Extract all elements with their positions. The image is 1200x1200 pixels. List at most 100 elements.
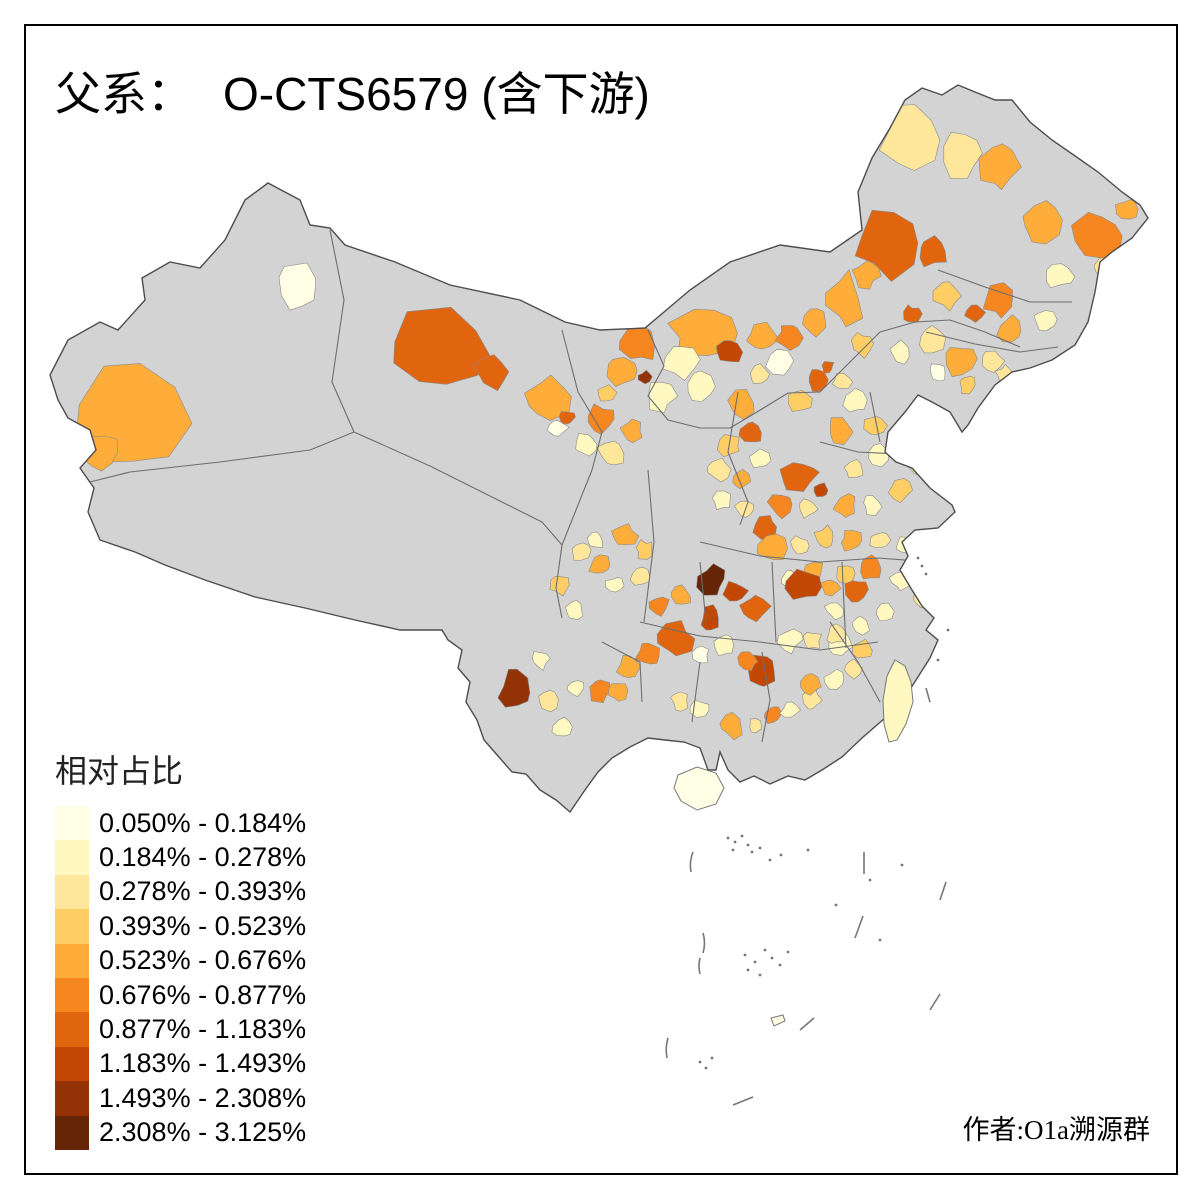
islet-dot [698, 1060, 702, 1064]
prefecture-region [774, 325, 804, 351]
prefecture-region [842, 387, 868, 413]
islet-dot [770, 956, 774, 960]
prefecture-region [943, 131, 983, 179]
islet-dot [936, 658, 940, 662]
islet-dot [726, 836, 730, 840]
prefecture-region [597, 384, 618, 402]
islet-dot [746, 968, 750, 972]
prefecture-region [784, 568, 823, 600]
islet-dot [743, 953, 747, 957]
prefecture-region [823, 668, 845, 690]
islet-dot [900, 863, 904, 867]
mainland-outline [49, 84, 1149, 814]
islet-dot [924, 572, 928, 576]
prefecture-region [707, 457, 732, 483]
prefecture-region [820, 579, 842, 597]
islet-dot [758, 846, 762, 850]
prefecture-region [558, 411, 576, 425]
prefecture-region [854, 209, 919, 282]
figure-frame [24, 24, 1178, 1175]
taiwan-island [882, 659, 914, 743]
prefecture-region [802, 632, 823, 649]
legend-label: 2.308% - 3.125% [99, 1117, 307, 1148]
prefecture-region [716, 434, 740, 458]
prefecture-region [790, 535, 810, 555]
legend-row: 0.523% - 0.676% [55, 943, 307, 978]
prefecture-region [670, 584, 691, 605]
prefecture-region [662, 346, 701, 382]
legend-swatch [55, 874, 89, 910]
prefecture-region [589, 679, 611, 704]
prefecture-region [733, 500, 755, 518]
prefecture-region [799, 673, 822, 696]
prefecture-region [887, 477, 913, 504]
legend-swatch [55, 840, 89, 875]
prefecture-region [711, 490, 732, 511]
prefecture-region [587, 403, 615, 435]
legend-swatch [55, 806, 89, 841]
legend-swatch [55, 909, 89, 944]
islet-dot [778, 963, 782, 967]
prefecture-region [843, 458, 864, 479]
prefecture-region [765, 349, 795, 376]
islet-dot [920, 564, 924, 568]
prefecture-region [802, 308, 827, 338]
prefecture-region [656, 620, 696, 657]
prefecture-region [586, 531, 604, 549]
legend-row: 1.493% - 2.308% [55, 1081, 307, 1116]
small-island [770, 1014, 786, 1027]
prefecture-region [618, 323, 656, 361]
legend-swatch [55, 1012, 89, 1047]
prefecture-region [393, 306, 491, 385]
prefecture-region [779, 462, 820, 492]
map-title-prefix: 父系： [55, 69, 193, 120]
prefecture-region [737, 651, 759, 672]
prefecture-region [637, 369, 653, 385]
legend-row: 0.050% - 0.184% [55, 806, 306, 841]
legend-row: 0.278% - 0.393% [55, 874, 306, 910]
legend-swatch [55, 943, 89, 978]
legend-row: 1.183% - 1.493% [55, 1046, 306, 1082]
islet-dot [746, 843, 750, 847]
legend-label: 0.184% - 0.278% [99, 842, 307, 873]
prefecture-region [779, 701, 801, 718]
islet-dot [768, 858, 772, 862]
islet-dot [750, 850, 754, 854]
prefecture-region [978, 143, 1022, 190]
legend-row: 0.877% - 1.183% [55, 1012, 306, 1047]
map-title-name: O-CTS6579 (含下游) [223, 68, 650, 120]
prefecture-region [889, 339, 910, 365]
prefecture-region [831, 372, 854, 389]
prefecture-region [756, 533, 788, 561]
prefecture-region [722, 580, 750, 602]
prefecture-region [821, 361, 835, 374]
legend-label: 1.493% - 2.308% [99, 1082, 307, 1113]
prefecture-region [575, 433, 598, 457]
prefecture-region [964, 304, 987, 323]
prefecture-region [551, 716, 573, 737]
prefecture-region [844, 658, 863, 680]
prefecture-region [750, 363, 770, 384]
legend-row: 0.393% - 0.523% [55, 909, 306, 944]
prefecture-region [863, 494, 883, 517]
islet-specks [698, 556, 950, 1070]
islet-dot [733, 840, 737, 844]
prefecture-region [1046, 263, 1076, 289]
legend-label: 0.523% - 0.676% [99, 945, 307, 976]
prefecture-region [497, 668, 531, 708]
prefecture-region [945, 346, 978, 377]
prefecture-region [611, 523, 640, 546]
prefecture-region [851, 616, 870, 636]
islet-dot [916, 556, 920, 560]
prefecture-region [914, 548, 935, 571]
prefecture-region [766, 494, 793, 520]
prefecture-region [868, 443, 889, 468]
prefecture-region [532, 651, 551, 672]
legend-swatch [55, 1046, 89, 1082]
legend-swatch [55, 1081, 89, 1116]
prefecture-region [538, 689, 559, 713]
prefecture-region [799, 498, 819, 519]
islet-dot [704, 1066, 708, 1070]
